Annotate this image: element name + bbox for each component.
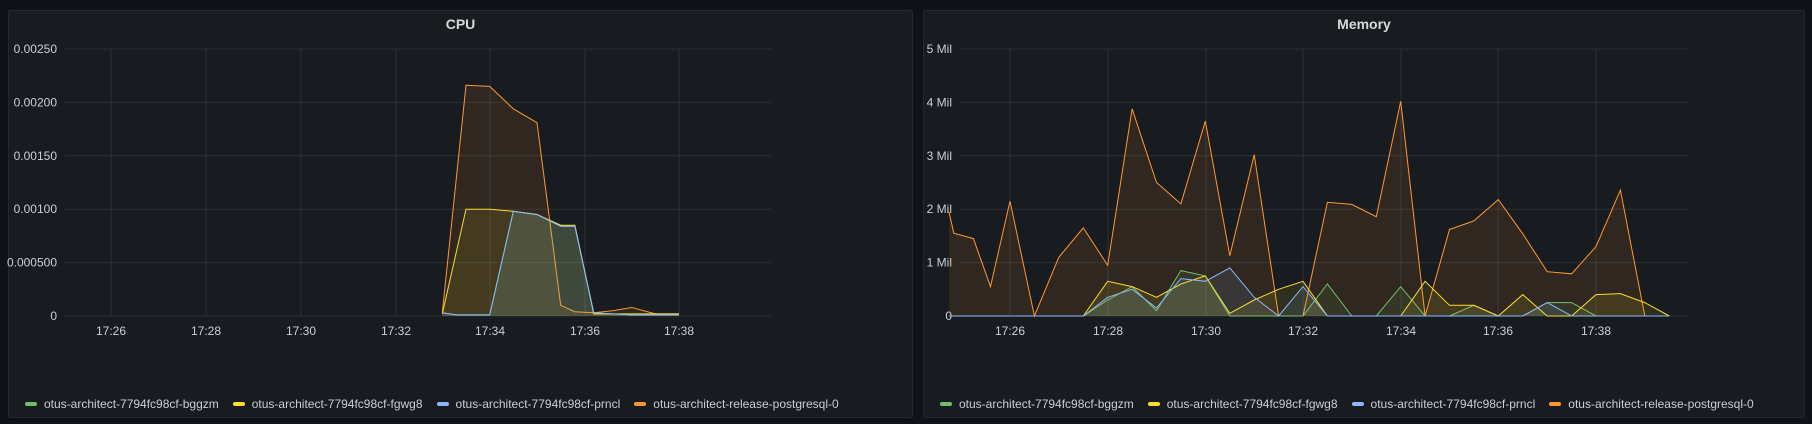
series-area [949,275,1670,316]
legend-swatch [25,402,37,406]
x-tick-label: 17:34 [475,324,505,338]
series-area [442,209,679,316]
y-tick-label: 0 [945,309,952,323]
legend-label: otus-architect-7794fc98cf-fgwg8 [1166,397,1338,411]
legend-item-prncl[interactable]: otus-architect-7794fc98cf-prncl [436,397,621,411]
legend: otus-architect-7794fc98cf-bggzm otus-arc… [25,395,853,413]
legend-item-prncl[interactable]: otus-architect-7794fc98cf-prncl [1351,397,1536,411]
y-tick-label: 3 Mil [927,149,952,163]
cpu-panel: CPU 0 0.000500 0.00100 0.00150 0.00200 0.0025… [7,10,913,418]
x-tick-label: 17:34 [1386,324,1416,338]
legend-swatch [634,402,647,406]
x-tick-label: 17:32 [1288,324,1318,338]
panel-title: CPU [445,16,476,32]
x-tick-label: 17:32 [381,324,411,338]
series-area [949,267,1670,316]
legend-label: otus-architect-7794fc98cf-bggzm [959,397,1134,411]
series-area [442,85,679,316]
legend-item-fgwg8[interactable]: otus-architect-7794fc98cf-fgwg8 [1147,397,1338,411]
legend-label: otus-architect-7794fc98cf-fgwg8 [251,397,423,411]
y-tick-label: 0.00200 [14,95,58,109]
legend-swatch [1147,402,1160,406]
y-tick-label: 2 Mil [927,202,952,216]
y-tick-label: 0.00250 [14,42,58,56]
y-tick-label: 5 Mil [927,42,952,56]
series-area [442,211,679,316]
legend-label: otus-architect-release-postgresql-0 [653,397,839,411]
y-tick-label: 1 Mil [927,256,952,270]
legend-swatch [1351,402,1364,406]
series-area [949,101,1670,316]
legend-item-postgresql[interactable]: otus-architect-release-postgresql-0 [634,397,839,411]
y-tick-label: 0.00100 [14,202,58,216]
legend-item-postgresql[interactable]: otus-architect-release-postgresql-0 [1549,397,1754,411]
legend-label: otus-architect-7794fc98cf-prncl [1370,397,1536,411]
legend-swatch [232,402,245,406]
panel-title: Memory [1337,16,1391,32]
x-tick-label: 17:36 [570,324,600,338]
series-line [441,84,679,315]
legend-label: otus-architect-release-postgresql-0 [1568,397,1754,411]
series-line [949,267,1670,317]
x-tick-label: 17:26 [995,324,1025,338]
x-tick-label: 17:26 [96,324,126,338]
legend-swatch [1549,402,1562,406]
y-tick-label: 4 Mil [927,95,952,109]
x-tick-label: 17:36 [1483,324,1513,338]
x-tick-label: 17:38 [1581,324,1611,338]
series-area [442,211,679,316]
x-tick-label: 17:38 [664,324,694,338]
memory-panel: Memory 0 1 Mil 2 Mil 3 Mil 4 Mil 5 Mil 17:26 17… [923,10,1805,418]
legend-item-fgwg8[interactable]: otus-architect-7794fc98cf-fgwg8 [232,397,423,411]
y-tick-label: 0.000500 [7,256,57,270]
legend-item-bggzm[interactable]: otus-architect-7794fc98cf-bggzm [940,397,1134,411]
legend-swatch [436,402,449,406]
series-line [442,210,679,316]
legend: otus-architect-7794fc98cf-bggzm otus-arc… [940,395,1768,413]
y-tick-label: 0 [50,309,57,323]
y-tick-label: 0.00150 [14,149,58,163]
x-tick-label: 17:28 [1093,324,1123,338]
legend-item-bggzm[interactable]: otus-architect-7794fc98cf-bggzm [25,397,219,411]
legend-swatch [940,402,952,406]
legend-label: otus-architect-7794fc98cf-bggzm [44,397,219,411]
memory-chart: 0 1 Mil 2 Mil 3 Mil 4 Mil 5 Mil 17:26 17:28 17:3… [927,42,1689,338]
legend-label: otus-architect-7794fc98cf-prncl [455,397,621,411]
x-tick-label: 17:30 [286,324,316,338]
series-area [949,270,1670,316]
x-tick-label: 17:28 [191,324,221,338]
cpu-chart: 0 0.000500 0.00100 0.00150 0.00200 0.00250 17:… [7,42,771,338]
series-line [441,208,679,315]
x-tick-label: 17:30 [1191,324,1221,338]
